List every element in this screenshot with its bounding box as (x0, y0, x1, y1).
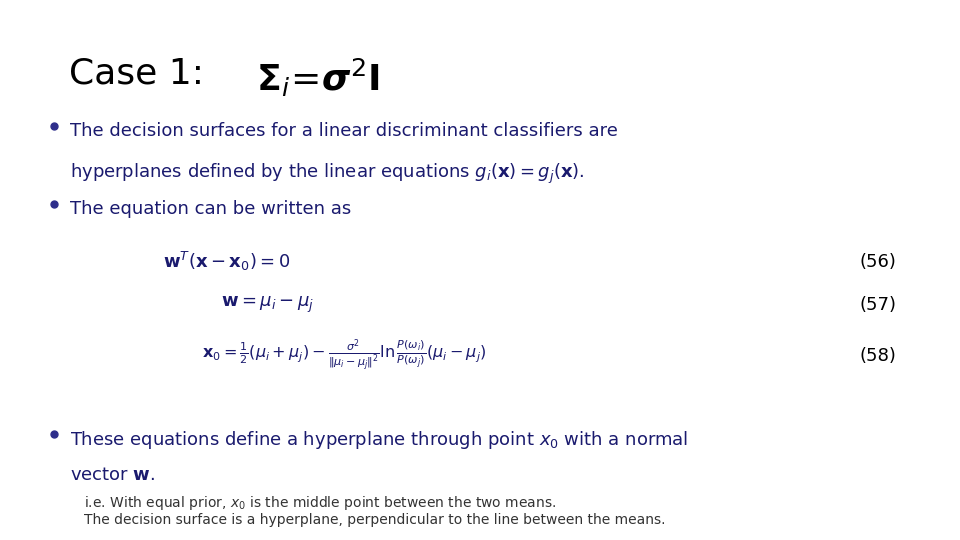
Text: (57): (57) (859, 296, 897, 314)
Text: i.e. With equal prior, $x_0$ is the middle point between the two means.: i.e. With equal prior, $x_0$ is the midd… (84, 494, 557, 512)
Text: (56): (56) (859, 253, 896, 271)
Text: $\mathbf{x}_0 = \frac{1}{2}(\mu_i + \mu_j) - \frac{\sigma^2}{\|\mu_i - \mu_j\|^2: $\mathbf{x}_0 = \frac{1}{2}(\mu_i + \mu_… (202, 339, 486, 374)
Text: vector $\mathbf{w}$.: vector $\mathbf{w}$. (70, 466, 156, 484)
Text: $\mathbf{\Sigma}_i\!=\!\boldsymbol{\sigma}^2\mathbf{I}$: $\mathbf{\Sigma}_i\!=\!\boldsymbol{\sigm… (256, 57, 380, 99)
Text: The decision surface is a hyperplane, perpendicular to the line between the mean: The decision surface is a hyperplane, pe… (84, 513, 666, 527)
Text: hyperplanes defined by the linear equations $g_i(\mathbf{x}) = g_j(\mathbf{x})$.: hyperplanes defined by the linear equati… (70, 162, 585, 186)
Text: These equations define a hyperplane through point $x_0$ with a normal: These equations define a hyperplane thro… (70, 429, 688, 451)
Text: The equation can be written as: The equation can be written as (70, 200, 351, 218)
Text: The decision surfaces for a linear discriminant classifiers are: The decision surfaces for a linear discr… (70, 122, 618, 139)
Text: (58): (58) (859, 347, 896, 366)
Text: Case 1:: Case 1: (69, 57, 216, 91)
Text: $\mathbf{w} = \mu_i - \mu_j$: $\mathbf{w} = \mu_i - \mu_j$ (221, 295, 314, 315)
Text: $\mathbf{w}^T(\mathbf{x} - \mathbf{x}_0) = 0$: $\mathbf{w}^T(\mathbf{x} - \mathbf{x}_0)… (163, 251, 291, 273)
